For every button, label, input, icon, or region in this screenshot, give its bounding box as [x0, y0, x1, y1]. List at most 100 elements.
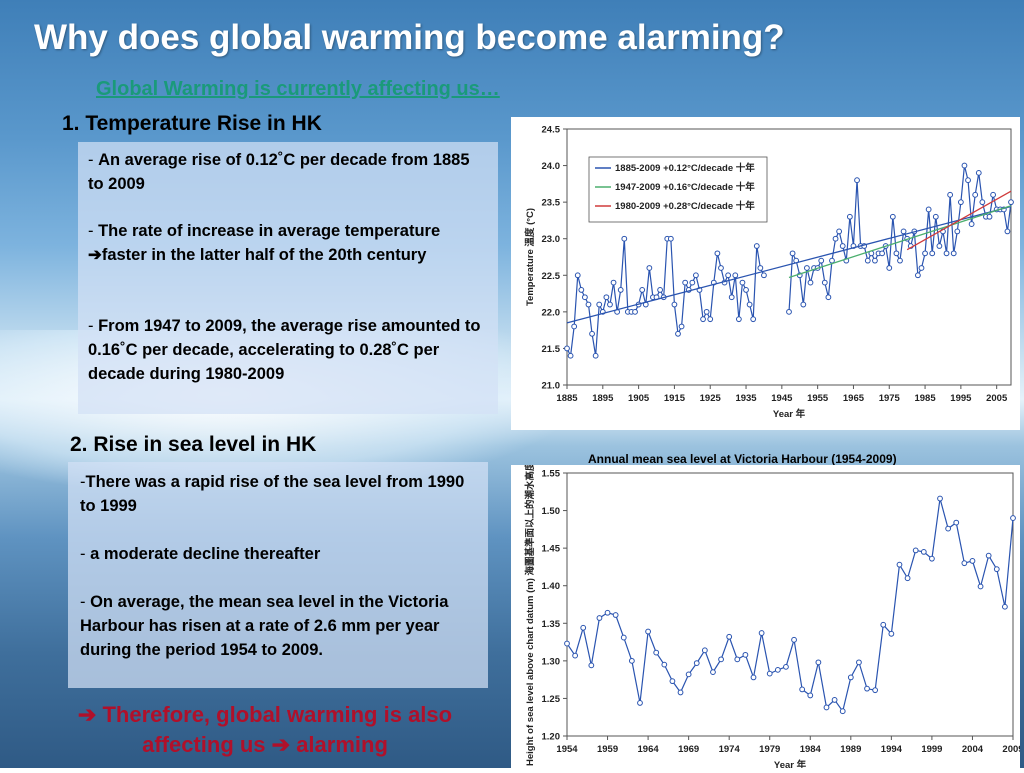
- temp-data-point: [757, 265, 764, 271]
- sea-x-tick-label: 1984: [800, 744, 822, 755]
- sea-y-axis-label: Height of sea level above chart datum (m…: [524, 465, 536, 766]
- sea-data-point: [693, 660, 700, 667]
- sea-data-point: [823, 704, 830, 711]
- temp-data-point: [592, 352, 599, 359]
- temp-data-point: [725, 272, 732, 279]
- temp-y-axis-label: Temperature 溫度 (°C): [524, 208, 536, 306]
- temp-data-point: [728, 294, 735, 301]
- sea-data-point: [993, 566, 1000, 573]
- sea-data-point: [969, 558, 976, 564]
- sea-data-point: [896, 561, 903, 568]
- temp-data-point: [610, 279, 617, 286]
- sea-data-point: [1001, 603, 1008, 610]
- sea-data-point: [661, 661, 668, 668]
- sea-data-point: [791, 636, 797, 643]
- temp-data-point: [689, 279, 696, 286]
- temp-data-point: [574, 272, 581, 279]
- temp-data-point: [915, 272, 921, 279]
- temp-legend-label: 1980-2009 +0.28°C/decade 十年: [615, 200, 755, 212]
- temp-data-point: [800, 301, 807, 308]
- temp-x-tick-label: 1935: [735, 393, 757, 404]
- sea-data-point: [750, 674, 757, 681]
- sea-data-point: [580, 624, 587, 631]
- sea-data-point: [929, 555, 935, 562]
- sea-data-point: [726, 633, 733, 640]
- temp-data-point: [854, 177, 860, 184]
- sea-data-point: [856, 659, 862, 666]
- temp-x-tick-label: 1895: [592, 393, 614, 404]
- temp-data-point: [864, 257, 871, 264]
- temperature-point-1: - An average rise of 0.12˚C per decade f…: [88, 151, 470, 193]
- sea-data-point: [620, 634, 627, 641]
- sea-x-tick-label: 2004: [962, 744, 984, 755]
- sea-data-point: [588, 662, 595, 669]
- temp-data-point: [735, 316, 742, 323]
- sea-x-tick-label: 1999: [921, 744, 942, 755]
- temp-data-point: [703, 308, 710, 315]
- sea-level-point-3: - On average, the mean sea level in the …: [80, 593, 449, 659]
- sea-data-point: [977, 583, 984, 590]
- temp-data-point: [972, 191, 979, 198]
- temp-data-point: [667, 235, 674, 242]
- sea-x-tick-label: 1994: [881, 744, 903, 755]
- sea-x-tick-label: 1954: [556, 744, 578, 755]
- sea-data-point: [564, 640, 570, 647]
- temp-y-tick-label: 21.0: [542, 381, 561, 392]
- conclusion-line-2: affecting us ➔ alarming: [142, 732, 388, 757]
- sea-data-point: [718, 656, 724, 663]
- sea-data-point: [872, 687, 879, 694]
- temp-data-point: [832, 235, 839, 242]
- temp-y-tick-label: 21.5: [542, 344, 561, 355]
- temp-data-point: [829, 257, 835, 264]
- temp-data-point: [918, 265, 925, 271]
- temp-data-point: [932, 213, 939, 220]
- temp-data-point: [897, 257, 903, 264]
- temp-data-point: [925, 206, 932, 213]
- sea-x-tick-label: 1959: [597, 744, 618, 755]
- temp-data-point: [804, 265, 810, 271]
- temp-x-tick-label: 2005: [986, 393, 1008, 404]
- sea-y-tick-label: 1.30: [542, 656, 561, 667]
- temp-data-point: [839, 243, 846, 249]
- temp-data-point: [936, 243, 943, 249]
- temp-data-point: [585, 301, 592, 308]
- conclusion-line-1: ➔ Therefore, global warming is also: [77, 702, 453, 727]
- temp-data-point: [571, 323, 578, 330]
- sea-y-tick-label: 1.55: [542, 469, 561, 480]
- sea-data-point: [628, 657, 635, 664]
- temp-x-tick-label: 1985: [914, 393, 936, 404]
- sea-data-point: [847, 674, 854, 681]
- temp-data-point: [746, 301, 753, 308]
- temp-series-line: [788, 165, 1012, 312]
- temp-data-point: [961, 162, 968, 169]
- conclusion-text: ➔ Therefore, global warming is also affe…: [30, 700, 500, 760]
- temp-x-tick-label: 1915: [664, 393, 686, 404]
- temperature-point-2: - The rate of increase in average temper…: [88, 222, 441, 264]
- temp-data-point: [968, 221, 975, 227]
- sea-data-point: [701, 647, 708, 654]
- temp-legend-box: [588, 156, 768, 223]
- sea-data-point: [596, 615, 603, 621]
- sea-data-point: [831, 697, 838, 703]
- sea-x-axis-label: Year 年: [774, 759, 807, 768]
- temp-data-point: [922, 250, 928, 257]
- temp-data-point: [846, 213, 853, 220]
- temp-data-point: [836, 228, 843, 235]
- sea-data-point: [669, 678, 676, 685]
- temp-data-point: [596, 301, 603, 308]
- temp-x-tick-label: 1995: [950, 393, 972, 404]
- sea-level-chart-title: Annual mean sea level at Victoria Harbou…: [588, 452, 897, 466]
- sea-data-point: [815, 659, 822, 666]
- sea-data-point: [572, 652, 579, 659]
- temp-data-point: [589, 330, 595, 337]
- temp-y-tick-label: 23.0: [542, 234, 561, 245]
- sea-x-tick-label: 1974: [719, 744, 741, 755]
- temp-data-point: [718, 265, 724, 271]
- sea-data-point: [653, 649, 660, 656]
- sea-level-chart: 1.20 1.25 1.30 1.35 1.40 1.45 1.50 1.55 1954 1959…: [511, 443, 1024, 771]
- temp-data-point: [578, 287, 585, 293]
- slide-subtitle[interactable]: Global Warming is currently affecting us…: [96, 78, 500, 100]
- temp-data-point: [950, 250, 957, 257]
- temp-y-tick-label: 22.0: [542, 307, 561, 318]
- sea-level-chart-svg: 1.20 1.25 1.30 1.35 1.40 1.45 1.50 1.55 1954 1959…: [524, 443, 1024, 771]
